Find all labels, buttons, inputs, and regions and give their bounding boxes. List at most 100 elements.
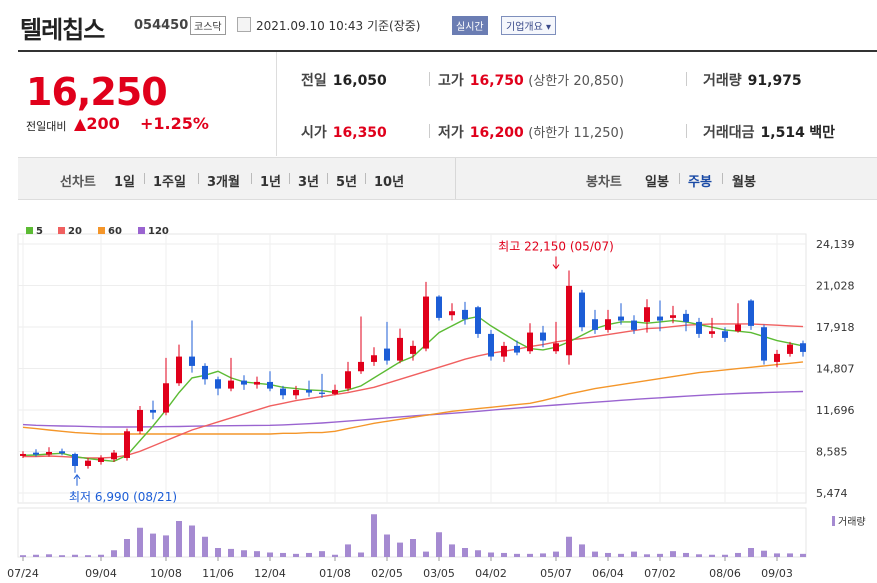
tab-weekly[interactable]: 주봉 — [688, 175, 712, 190]
stat-label: 고가 — [438, 73, 464, 89]
price-stats: 전일 16,050 고가 16,750 (상한가 20,850) 거래량 91,975… — [277, 52, 877, 156]
candle-body — [319, 392, 325, 394]
volume-bar — [488, 552, 494, 557]
candle-body — [488, 333, 494, 357]
tab-group-divider — [455, 158, 456, 199]
candle-body — [20, 453, 26, 456]
stat-value: 91,975 — [747, 73, 802, 89]
header-divider — [18, 50, 877, 52]
tab-5year[interactable]: 5년 — [336, 175, 358, 190]
up-triangle-icon: ▲ — [74, 114, 87, 133]
volume-bar — [241, 550, 247, 557]
stat-separator — [686, 72, 687, 86]
legend-swatch-ma20 — [58, 227, 65, 234]
volume-bar — [267, 552, 273, 557]
volume-bar — [566, 536, 572, 557]
candle-body — [462, 309, 468, 320]
legend-label-ma20: 20 — [68, 226, 82, 237]
volume-bar — [696, 554, 702, 557]
candle-body — [553, 343, 559, 352]
stat-label: 저가 — [438, 125, 464, 141]
volume-bar — [774, 553, 780, 557]
x-tick-label: 07/02 — [644, 567, 676, 580]
candle-body — [540, 332, 546, 341]
stat-label: 거래량 — [703, 73, 742, 89]
candle-body — [670, 315, 676, 318]
candle-body — [657, 316, 663, 321]
stat-open: 시가 16,350 — [301, 122, 387, 142]
candle-body — [254, 381, 260, 385]
tab-3month[interactable]: 3개월 — [207, 175, 240, 190]
volume-bar — [631, 551, 637, 557]
volume-bar — [319, 551, 325, 557]
volume-bar — [59, 555, 65, 557]
candle-body — [566, 285, 572, 356]
stat-value: 1,514 — [760, 125, 805, 141]
current-price-box: 16,250 전일대비 ▲200 +1.25% — [18, 52, 277, 156]
x-tick-label: 06/04 — [592, 567, 624, 580]
x-tick-label: 08/06 — [709, 567, 741, 580]
stat-prev: 전일 16,050 — [301, 70, 387, 90]
change-label: 전일대비 — [26, 120, 67, 133]
volume-legend-swatch — [832, 516, 835, 526]
volume-bar — [618, 553, 624, 557]
tab-1day[interactable]: 1일 — [114, 175, 136, 190]
tab-monthly[interactable]: 월봉 — [732, 175, 756, 190]
candle-body — [449, 311, 455, 316]
candle-body — [176, 356, 182, 384]
volume-bar — [787, 553, 793, 557]
volume-bar — [540, 553, 546, 557]
market-badge: 코스닥 — [190, 16, 226, 35]
volume-bar — [579, 544, 585, 557]
volume-bar — [423, 551, 429, 557]
volume-bar — [722, 554, 728, 557]
volume-bar — [228, 548, 234, 557]
volume-bar — [605, 552, 611, 557]
candle-body — [202, 365, 208, 380]
x-tick-label: 12/04 — [254, 567, 286, 580]
volume-bar — [527, 553, 533, 557]
tab-daily[interactable]: 일봉 — [645, 175, 669, 190]
candle-body — [579, 292, 585, 328]
candle-body — [644, 307, 650, 322]
volume-bar — [137, 527, 143, 557]
volume-bar — [254, 551, 260, 557]
volume-bar — [644, 554, 650, 557]
datetime-label: 2021.09.10 10:43 기준(장중) — [256, 17, 420, 34]
volume-bar — [111, 550, 117, 557]
tab-1week[interactable]: 1주일 — [153, 175, 186, 190]
tab-1year[interactable]: 1년 — [260, 175, 282, 190]
tab-3year[interactable]: 3년 — [298, 175, 320, 190]
stat-label: 전일 — [301, 73, 327, 89]
legend-swatch-ma60 — [98, 227, 105, 234]
realtime-button[interactable]: 실시간 — [452, 16, 488, 35]
volume-bar — [202, 536, 208, 557]
volume-bar — [449, 544, 455, 557]
lower-limit: (하한가 11,250) — [528, 126, 624, 141]
stat-separator — [429, 124, 430, 138]
candle-body — [306, 389, 312, 393]
candle-body — [735, 324, 741, 332]
stat-high: 고가 16,750 (상한가 20,850) — [438, 70, 624, 90]
candle-body — [215, 379, 221, 389]
basis-label: 기준(장중) — [366, 19, 421, 33]
max-arrow-head — [552, 264, 560, 270]
volume-bar — [462, 548, 468, 557]
volume-bar — [345, 544, 351, 557]
volume-bar — [371, 514, 377, 557]
candle-body — [501, 345, 507, 357]
tab-separator — [722, 173, 723, 184]
candle-body — [475, 307, 481, 334]
candle-body — [46, 451, 52, 455]
stat-value: 16,750 — [469, 73, 524, 89]
candle-body — [592, 319, 598, 330]
ma20-line — [23, 323, 804, 459]
stat-separator — [429, 72, 430, 86]
volume-bar — [72, 554, 78, 557]
volume-bar — [85, 555, 91, 557]
candle-body — [436, 296, 442, 318]
tab-separator — [365, 173, 366, 184]
company-overview-dropdown[interactable]: 기업개요 ▾ — [501, 16, 557, 35]
tab-10year[interactable]: 10년 — [374, 175, 405, 190]
ma5-line — [22, 315, 804, 463]
